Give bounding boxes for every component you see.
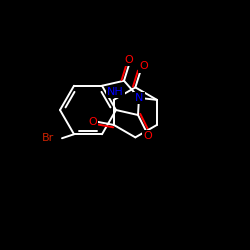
Text: O: O xyxy=(88,117,97,127)
Text: NH: NH xyxy=(107,87,124,97)
Text: N: N xyxy=(135,93,143,103)
Text: Br: Br xyxy=(42,133,54,143)
Text: O: O xyxy=(124,55,134,65)
Text: O: O xyxy=(144,131,152,141)
Text: O: O xyxy=(139,62,148,72)
